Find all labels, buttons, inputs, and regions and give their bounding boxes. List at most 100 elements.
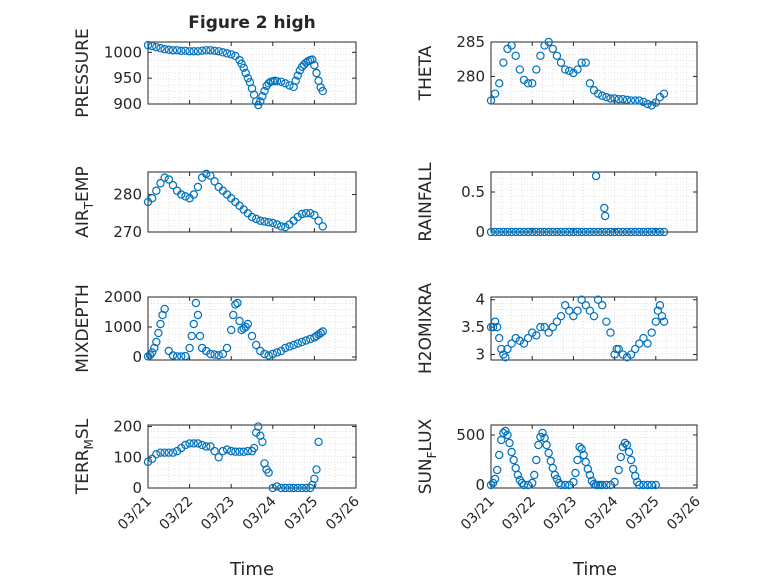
data-point [499, 227, 508, 237]
data-point [600, 211, 610, 221]
data-point [177, 190, 186, 199]
axes-box [147, 296, 357, 361]
data-point [152, 186, 161, 195]
data-point [247, 212, 257, 222]
data-point [501, 426, 510, 436]
data-point [593, 295, 603, 304]
data-point [577, 444, 586, 454]
data-point [536, 432, 545, 442]
data-point [606, 328, 615, 337]
axes-box [147, 41, 357, 105]
data-point [614, 344, 623, 354]
axes-box [147, 424, 357, 489]
data-point [589, 227, 599, 237]
figure-title: Figure 2 high [188, 13, 316, 33]
data-point [231, 447, 240, 456]
data-point [552, 474, 562, 484]
data-point [239, 447, 248, 456]
x-tick-label: 03/23 [540, 494, 580, 534]
subplot-mixdepth: 0 1000 2000 MIXDEPTH [73, 284, 357, 373]
data-point [218, 48, 228, 57]
data-point [530, 470, 539, 480]
y-tick-label: 0 [132, 479, 142, 497]
data-point [501, 353, 510, 362]
data-point [532, 331, 541, 340]
data-point [202, 46, 211, 55]
data-point [147, 194, 157, 203]
data-point [655, 227, 665, 237]
data-point [289, 340, 298, 350]
data-point [519, 480, 529, 490]
data-point [158, 310, 167, 320]
x-tick-label: 03/26 [664, 493, 704, 533]
data-point [172, 46, 182, 55]
axes-box [490, 296, 698, 361]
data-point [293, 71, 302, 80]
data-point [591, 171, 601, 181]
data-point [218, 349, 228, 359]
data-point [164, 346, 173, 356]
data-point [276, 77, 286, 86]
data-point [260, 349, 269, 359]
data-point [523, 480, 533, 490]
data-point [177, 352, 186, 361]
data-point [631, 227, 640, 237]
y-tick-label: 270 [113, 223, 142, 241]
data-point [206, 46, 215, 55]
data-point [147, 454, 157, 464]
data-point [206, 442, 215, 451]
data-point [193, 182, 203, 192]
data-point [647, 480, 656, 490]
data-point [511, 51, 520, 60]
data-point [515, 227, 525, 237]
x-tick-label: 03/21 [115, 494, 155, 534]
data-point [635, 339, 644, 348]
data-point [297, 209, 307, 219]
y-tick-label: 2000 [104, 288, 142, 306]
data-point [560, 480, 570, 490]
data-point [268, 218, 277, 228]
data-point [310, 61, 319, 70]
data-point [593, 89, 603, 98]
data-point [511, 227, 520, 237]
data-point [631, 344, 640, 354]
data-point [659, 317, 669, 326]
data-point [310, 210, 319, 220]
data-point [308, 55, 317, 64]
x-tick-label: 03/22 [157, 494, 197, 534]
data-point [626, 227, 636, 237]
y-axis-label: THETA [416, 45, 436, 101]
data-point [643, 227, 652, 237]
data-point [618, 442, 628, 452]
data-point [191, 298, 201, 308]
data-point [145, 351, 155, 360]
y-axis-label: SUNFLUX [416, 418, 439, 494]
data-point [622, 227, 632, 237]
y-axis-label: PRESSURE [73, 28, 93, 117]
data-point [231, 300, 240, 309]
axes-box [147, 171, 357, 233]
x-tick-label: 03/24 [582, 493, 622, 533]
y-tick-label: 1000 [104, 43, 142, 61]
data-point [618, 94, 628, 104]
data-point [210, 350, 219, 359]
data-point [515, 65, 525, 74]
data-point [268, 349, 277, 359]
data-point [581, 457, 590, 467]
y-axis-label: H2OMIXRA [416, 283, 436, 374]
data-point [490, 317, 500, 326]
data-point [616, 452, 625, 462]
data-point [214, 351, 223, 360]
x-tick-label: 03/24 [240, 493, 280, 533]
data-point [222, 343, 232, 353]
data-point [276, 483, 286, 493]
data-point [268, 483, 277, 493]
data-point [189, 190, 198, 199]
data-point [229, 310, 238, 320]
data-point [653, 306, 663, 315]
data-point [560, 65, 570, 74]
data-point [281, 483, 290, 493]
subplot-terr-msl: 03/21 03/22 03/23 03/24 03/25 03/26 0 100 200 TER… [73, 418, 363, 534]
data-point [540, 227, 549, 237]
